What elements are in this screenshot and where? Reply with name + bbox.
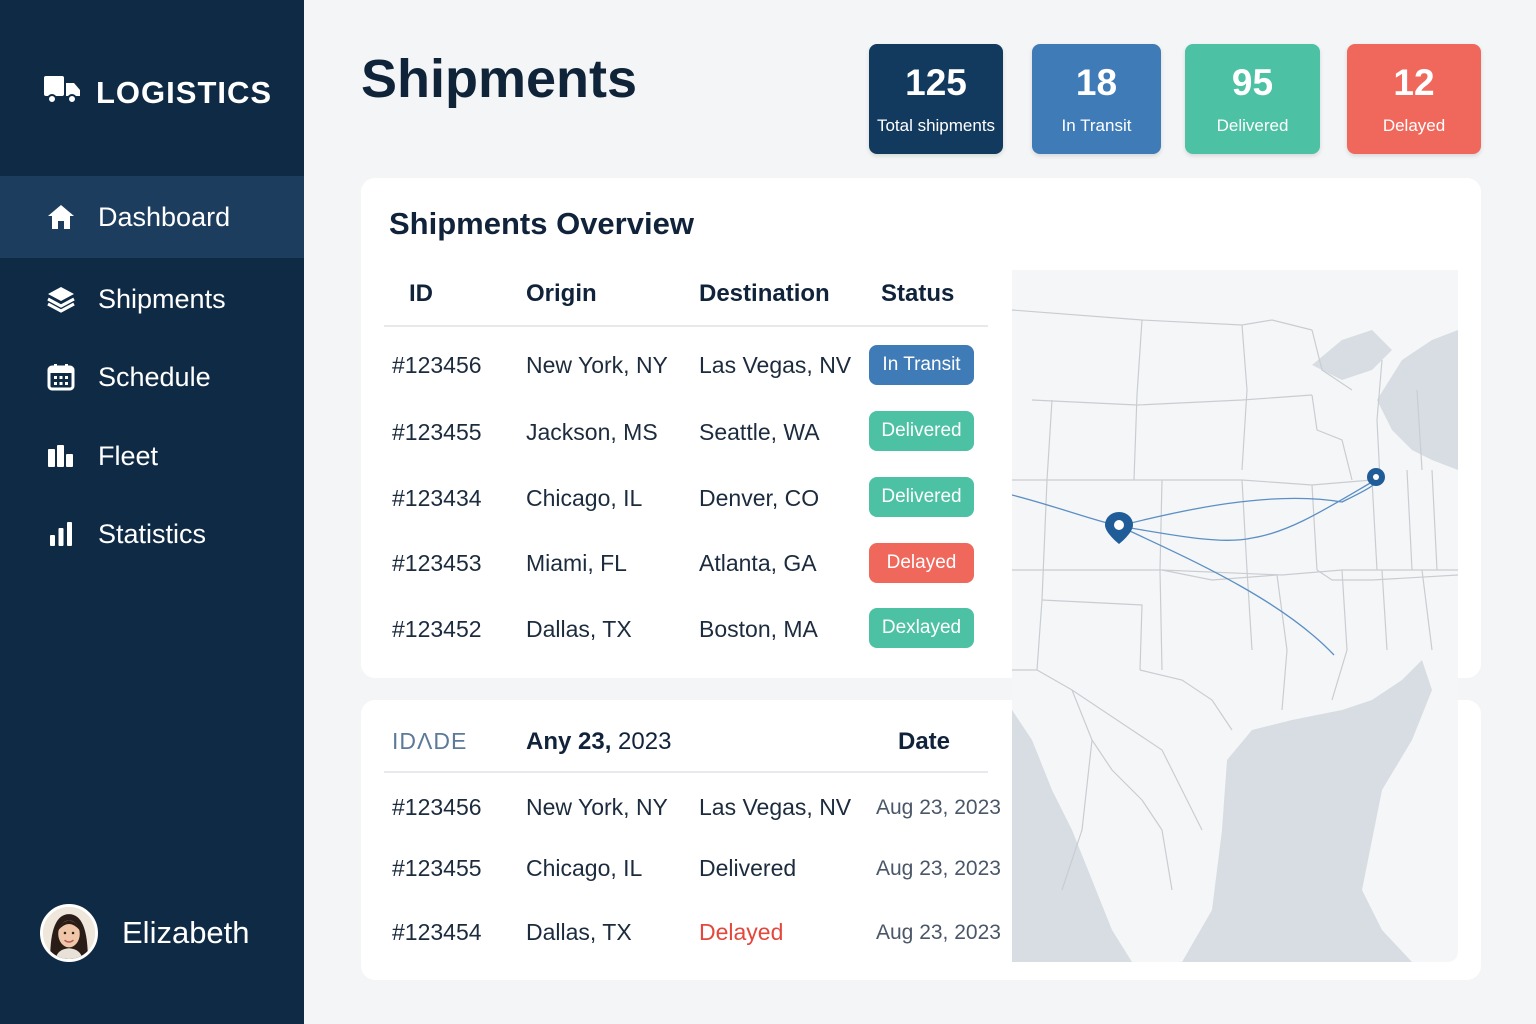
sidebar-item-dashboard[interactable]: Dashboard — [0, 176, 304, 258]
bar-chart-icon — [46, 519, 76, 549]
date-header-bold: Any 23, — [526, 728, 612, 755]
layers-icon — [46, 284, 76, 314]
sidebar-item-label: Schedule — [98, 361, 211, 392]
status-badge[interactable]: Delayed — [869, 543, 974, 583]
cell-id: #123453 — [392, 550, 482, 576]
us-map-graphic — [1012, 309, 1458, 962]
map-pin-icon — [1105, 512, 1133, 544]
stat-card-total[interactable]: 125 Total shipments — [869, 44, 1003, 154]
column-header-date[interactable]: Date — [898, 728, 951, 755]
status-badge[interactable]: Delivered — [869, 477, 974, 517]
cell-destination: Las Vegas, NV — [699, 352, 852, 378]
cell-origin: New York, NY — [526, 352, 668, 378]
cell-destination: Boston, MA — [699, 616, 818, 642]
sidebar-item-fleet[interactable]: Fleet — [0, 415, 304, 497]
sidebar-item-label: Shipments — [98, 283, 226, 314]
column-header-destination[interactable]: Destination — [699, 280, 830, 307]
date-header: Any 23, 2023 — [526, 728, 671, 756]
table-divider — [384, 771, 988, 773]
sidebar-item-label: Statistics — [98, 518, 207, 549]
cell-id: #123434 — [392, 485, 482, 511]
cell-destination: Las Vegas, NV — [699, 794, 852, 820]
stat-label: Delivered — [1216, 116, 1289, 135]
home-icon — [46, 202, 76, 232]
cell-destination: Atlanta, GA — [699, 550, 817, 576]
stat-value: 125 — [905, 62, 967, 103]
column-header-status[interactable]: Status — [881, 280, 955, 307]
sidebar-item-statistics[interactable]: Statistics — [0, 493, 304, 575]
cell-date: Aug 23, 2023 — [876, 921, 1001, 944]
cell-id: #123454 — [392, 919, 482, 945]
cell-destination: Delayed — [699, 919, 784, 945]
status-badge[interactable]: Delivered — [869, 411, 974, 451]
stat-label: In Transit — [1061, 116, 1132, 135]
brand-name: LOGISTICS — [96, 74, 273, 110]
truck-icon — [44, 74, 82, 111]
cell-id: #123455 — [392, 419, 482, 445]
cell-destination: Seattle, WA — [699, 419, 820, 445]
sidebar: LOGISTICS Dashboard Shipments Schedule F… — [0, 0, 304, 1024]
stat-card-delayed[interactable]: 12 Delayed — [1347, 44, 1481, 154]
shipment-map[interactable] — [1012, 270, 1458, 962]
cell-id: #123456 — [392, 352, 482, 378]
sidebar-item-shipments[interactable]: Shipments — [0, 258, 304, 340]
stat-card-in-transit[interactable]: 18 In Transit — [1032, 44, 1161, 154]
cell-origin: New York, NY — [526, 794, 668, 820]
stat-value: 12 — [1393, 62, 1435, 103]
cell-origin: Dallas, TX — [526, 616, 632, 642]
status-badge[interactable]: In Transit — [869, 345, 974, 385]
user-profile[interactable]: Elizabeth — [40, 904, 250, 962]
cell-origin: Miami, FL — [526, 550, 627, 576]
cell-origin: Dallas, TX — [526, 919, 632, 945]
cell-date: Aug 23, 2023 — [876, 796, 1001, 819]
sidebar-item-label: Fleet — [98, 440, 159, 471]
calendar-icon — [46, 362, 76, 392]
date-header-year: 2023 — [611, 728, 672, 755]
page-title: Shipments — [361, 49, 638, 109]
cell-origin: Chicago, IL — [526, 855, 643, 881]
stat-value: 18 — [1075, 62, 1118, 103]
status-badge[interactable]: Dexlayed — [869, 608, 974, 648]
company-logo: IDΛDE — [392, 728, 468, 754]
table-divider — [384, 325, 988, 327]
sidebar-item-label: Dashboard — [98, 201, 231, 232]
cell-date: Aug 23, 2023 — [876, 857, 1001, 880]
cell-origin: Jackson, MS — [526, 419, 658, 445]
cell-origin: Chicago, IL — [526, 485, 643, 511]
cell-id: #123452 — [392, 616, 482, 642]
avatar[interactable] — [40, 904, 98, 962]
card-title: Shipments Overview — [389, 206, 694, 241]
column-header-id[interactable]: ID — [409, 280, 433, 307]
user-name: Elizabeth — [122, 915, 250, 950]
cell-destination: Delivered — [699, 855, 797, 881]
cell-id: #123456 — [392, 794, 482, 820]
cell-destination: Denver, CO — [699, 485, 820, 511]
sidebar-item-schedule[interactable]: Schedule — [0, 336, 304, 418]
brand[interactable]: LOGISTICS — [44, 74, 272, 111]
stat-label: Delayed — [1382, 116, 1446, 135]
stat-value: 95 — [1231, 62, 1274, 103]
cell-id: #123455 — [392, 855, 482, 881]
fleet-icon — [46, 441, 76, 471]
stat-label: Total shipments — [876, 116, 996, 135]
column-header-origin[interactable]: Origin — [526, 280, 597, 307]
stat-card-delivered[interactable]: 95 Delivered — [1185, 44, 1320, 154]
